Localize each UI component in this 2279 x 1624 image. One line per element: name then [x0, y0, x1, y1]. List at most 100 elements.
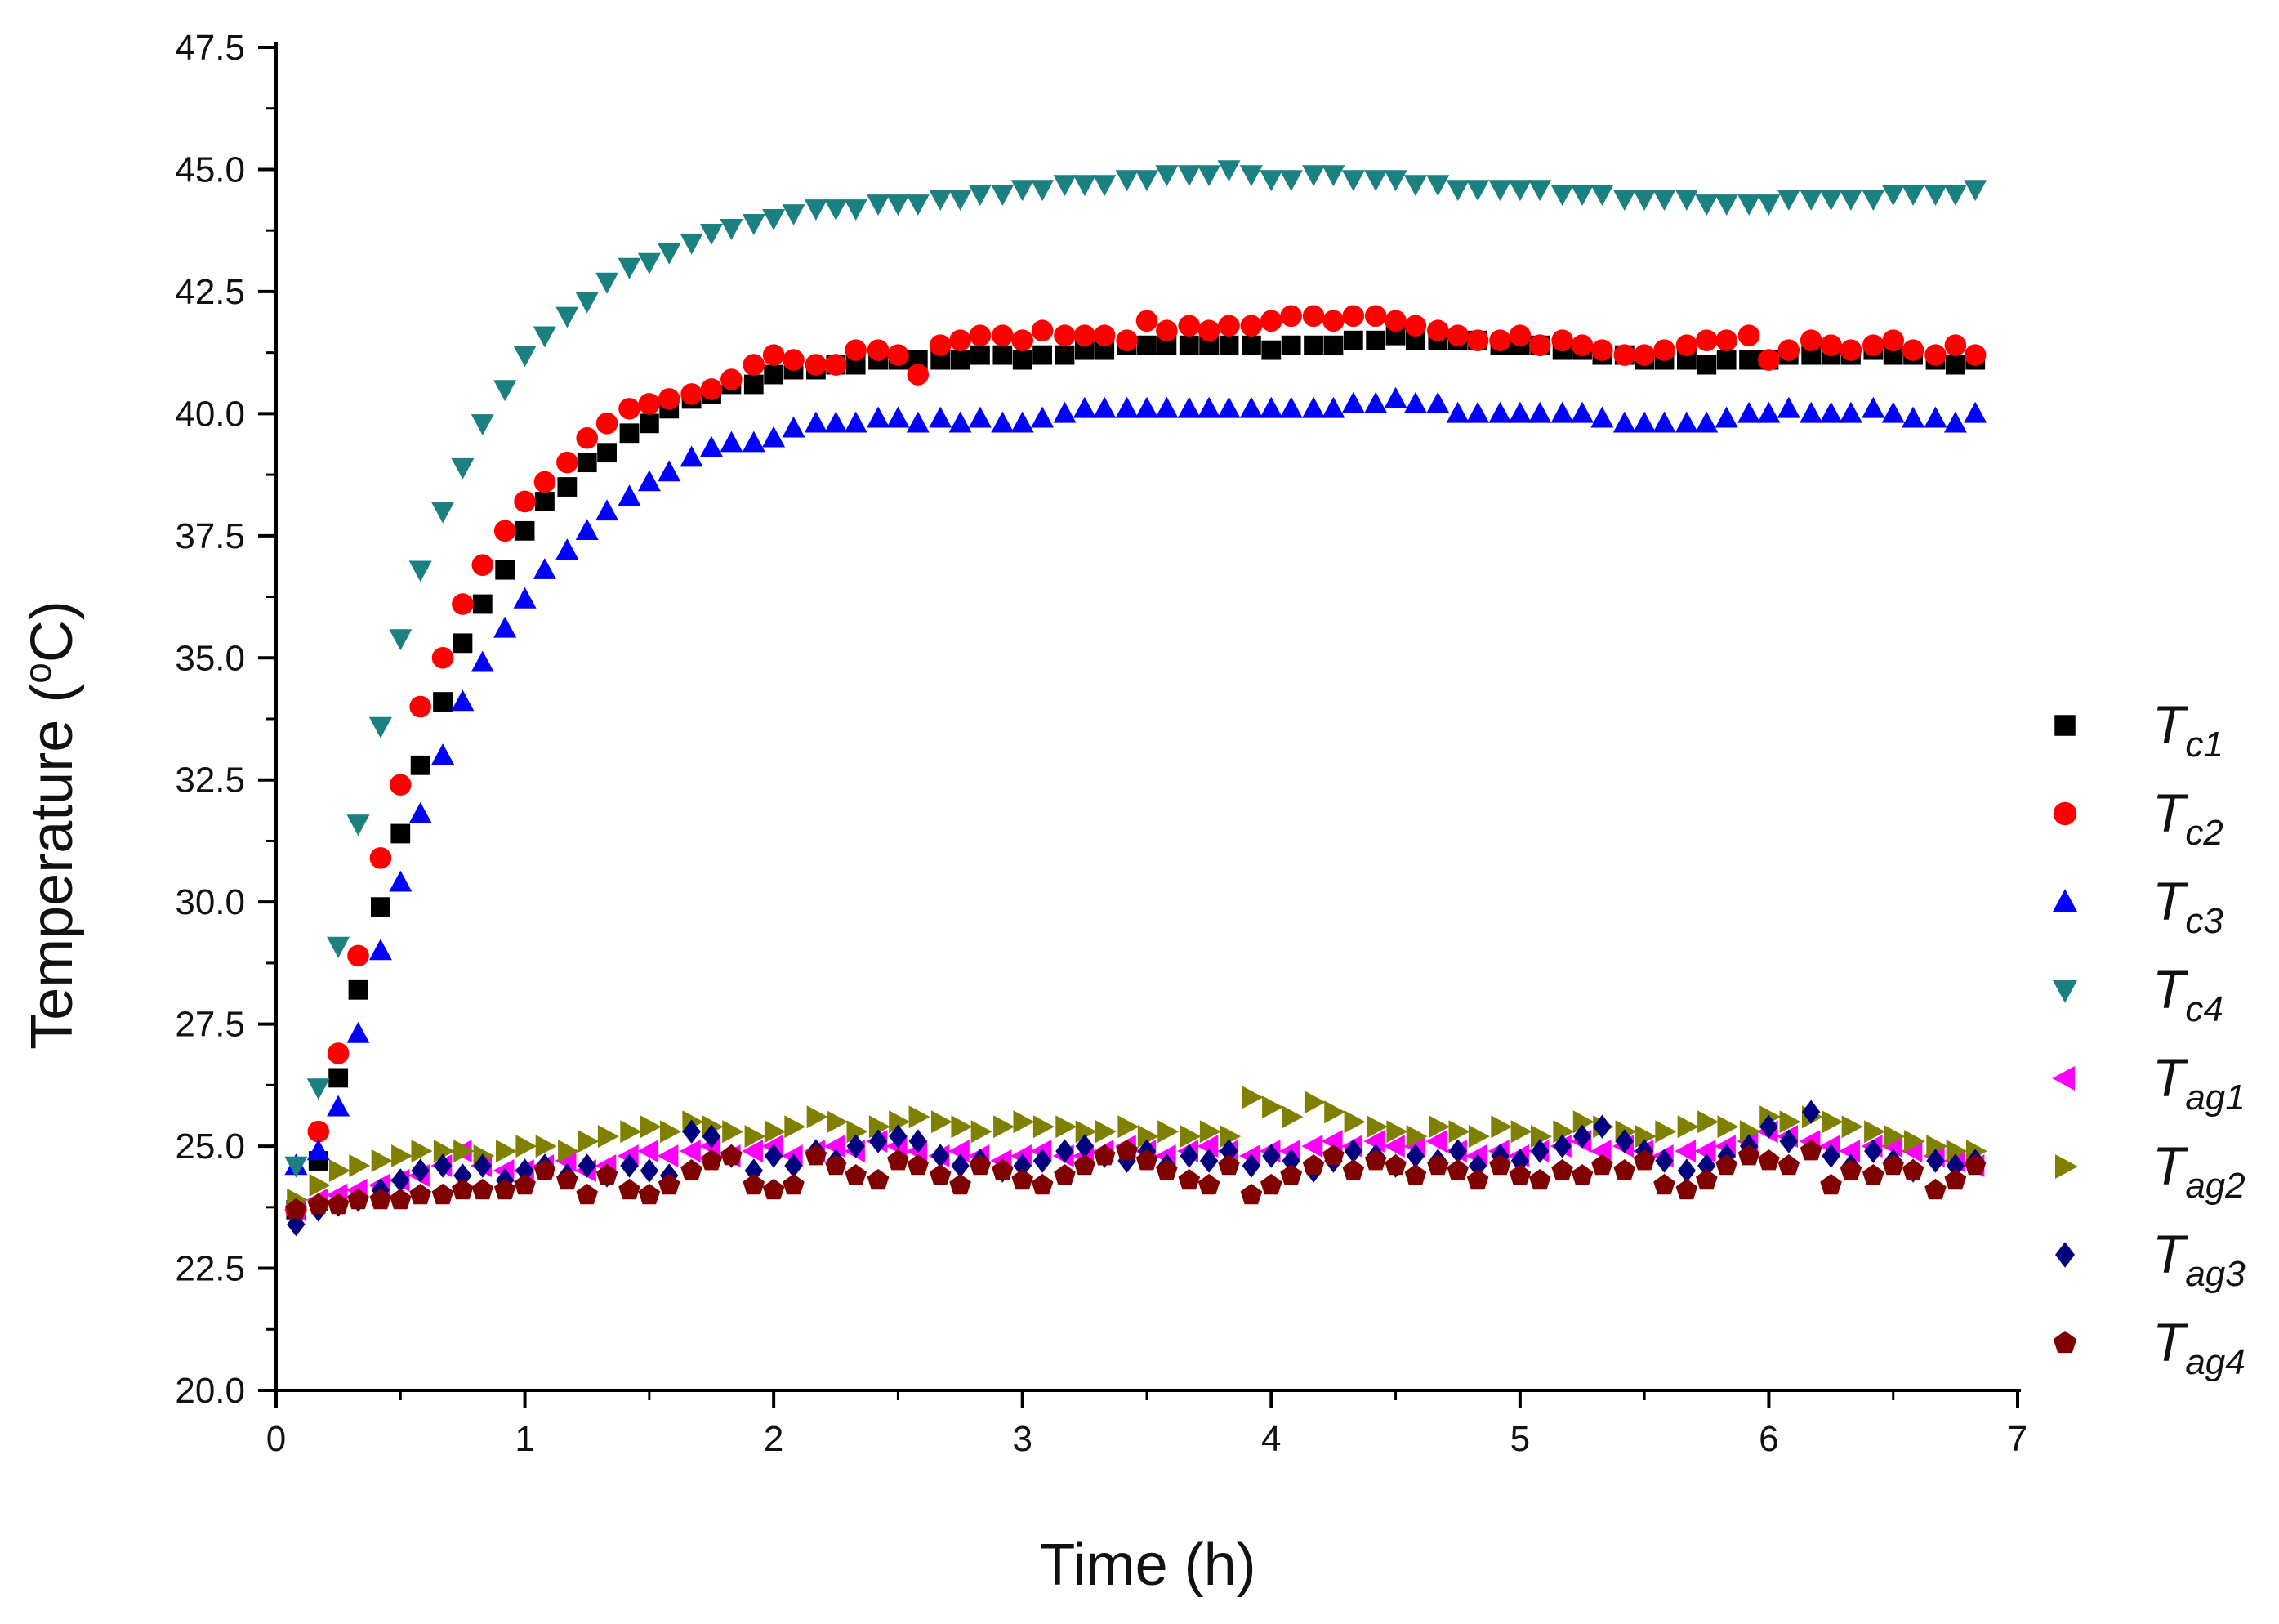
point-tc4-15	[595, 272, 619, 294]
point-tc1-69	[1716, 350, 1737, 370]
point-tc3-35	[1010, 411, 1034, 433]
point-tag4-79	[1924, 1178, 1947, 1200]
point-tag4-37	[1054, 1164, 1076, 1185]
point-tc1-33	[970, 345, 990, 365]
point-tag1-22	[742, 1140, 763, 1163]
point-tc3-40	[1115, 396, 1139, 418]
point-tc1-67	[1677, 350, 1697, 370]
point-tc2-50	[1322, 310, 1345, 332]
point-tag4-60	[1528, 1168, 1551, 1190]
point-tc3-23	[762, 426, 786, 448]
point-tc4-77	[1881, 185, 1905, 206]
point-tc2-60	[1528, 334, 1551, 356]
point-tc2-29	[887, 344, 909, 366]
point-tc2-16	[618, 398, 640, 420]
point-tag3-73	[1802, 1100, 1821, 1124]
point-tag4-53	[1385, 1154, 1407, 1176]
point-tag4-0	[285, 1198, 307, 1220]
point-tc3-70	[1737, 401, 1761, 423]
point-tc3-71	[1757, 401, 1781, 423]
point-tag2-78	[1903, 1130, 1925, 1153]
point-tc1-9	[472, 594, 493, 614]
point-tc4-46	[1239, 165, 1263, 187]
point-tag2-18	[660, 1120, 681, 1144]
point-tc2-80	[1944, 334, 1967, 356]
point-tag2-68	[1697, 1110, 1719, 1134]
point-tag2-31	[931, 1110, 952, 1134]
y-tick-label: 37.5	[175, 516, 245, 556]
point-tc2-18	[658, 388, 680, 410]
point-tag1-63	[1590, 1140, 1612, 1163]
point-tag2-12	[535, 1135, 557, 1158]
y-axis-title: Temperature (oC)	[16, 600, 85, 1050]
legend-item-tc2: Tc2	[2053, 783, 2223, 853]
point-tag3-32	[951, 1153, 970, 1178]
point-tag2-41	[1137, 1125, 1159, 1149]
y-tick-label: 30.0	[175, 882, 245, 922]
point-tag2-5	[391, 1144, 413, 1167]
point-tc4-35	[1010, 180, 1034, 202]
point-tc4-63	[1590, 185, 1614, 206]
point-tag4-46	[1240, 1183, 1263, 1205]
point-tc3-75	[1839, 401, 1862, 423]
point-tag2-47	[1262, 1095, 1283, 1119]
point-tc2-40	[1116, 329, 1138, 351]
point-tag3-59	[1510, 1149, 1530, 1173]
point-tc2-14	[576, 426, 599, 449]
point-tag1-52	[1363, 1130, 1385, 1153]
point-tc3-77	[1881, 401, 1905, 423]
point-tag4-75	[1840, 1159, 1862, 1180]
point-tc2-57	[1466, 329, 1489, 351]
point-tag2-43	[1180, 1125, 1202, 1149]
point-tc4-8	[451, 457, 475, 480]
point-tc4-49	[1302, 165, 1326, 187]
point-tag2-45	[1220, 1125, 1242, 1149]
point-tag4-8	[452, 1178, 474, 1200]
point-tag2-69	[1717, 1115, 1739, 1139]
point-tag3-8	[453, 1163, 472, 1188]
point-tc3-66	[1652, 411, 1676, 433]
point-tc1-46	[1242, 335, 1261, 355]
point-tc3-57	[1466, 401, 1490, 423]
point-tc1-54	[1406, 330, 1425, 350]
point-tag3-57	[1468, 1153, 1487, 1178]
point-tag2-13	[558, 1140, 579, 1163]
point-tc2-67	[1675, 334, 1698, 356]
point-tag4-21	[720, 1144, 743, 1166]
point-tc4-52	[1364, 170, 1388, 192]
point-tc4-27	[844, 199, 867, 221]
point-tc3-52	[1364, 391, 1388, 413]
point-tc3-76	[1862, 396, 1885, 418]
point-tag3-79	[1926, 1149, 1945, 1173]
point-tag4-22	[743, 1173, 765, 1195]
point-tc2-49	[1302, 305, 1325, 328]
point-tc1-45	[1219, 335, 1239, 355]
point-tc4-32	[948, 190, 972, 211]
point-tc3-48	[1279, 396, 1303, 418]
point-tc2-76	[1862, 334, 1884, 356]
point-tc4-22	[742, 214, 765, 235]
point-tag3-14	[578, 1153, 596, 1178]
point-tag2-48	[1282, 1105, 1304, 1129]
point-tag4-9	[471, 1178, 494, 1200]
point-tag2-15	[597, 1125, 619, 1149]
point-tc3-12	[533, 558, 556, 579]
point-tag3-24	[784, 1153, 803, 1178]
point-tag4-14	[576, 1183, 598, 1205]
x-tick-label: 5	[1510, 1419, 1530, 1459]
point-tag2-21	[722, 1120, 744, 1144]
point-tag1-26	[823, 1135, 845, 1158]
point-tag4-27	[845, 1164, 867, 1185]
point-tc4-36	[1031, 180, 1055, 202]
point-tc2-78	[1902, 339, 1924, 361]
point-tc4-62	[1571, 185, 1594, 206]
point-tag4-11	[514, 1173, 536, 1195]
point-tag3-23	[764, 1144, 783, 1168]
point-tc4-25	[804, 199, 827, 221]
point-tc2-53	[1385, 310, 1407, 332]
point-tc3-24	[782, 416, 805, 438]
point-tc2-63	[1591, 339, 1613, 361]
point-tc2-5	[389, 774, 412, 796]
point-tc1-3	[348, 979, 368, 1000]
point-tag2-11	[515, 1135, 537, 1158]
